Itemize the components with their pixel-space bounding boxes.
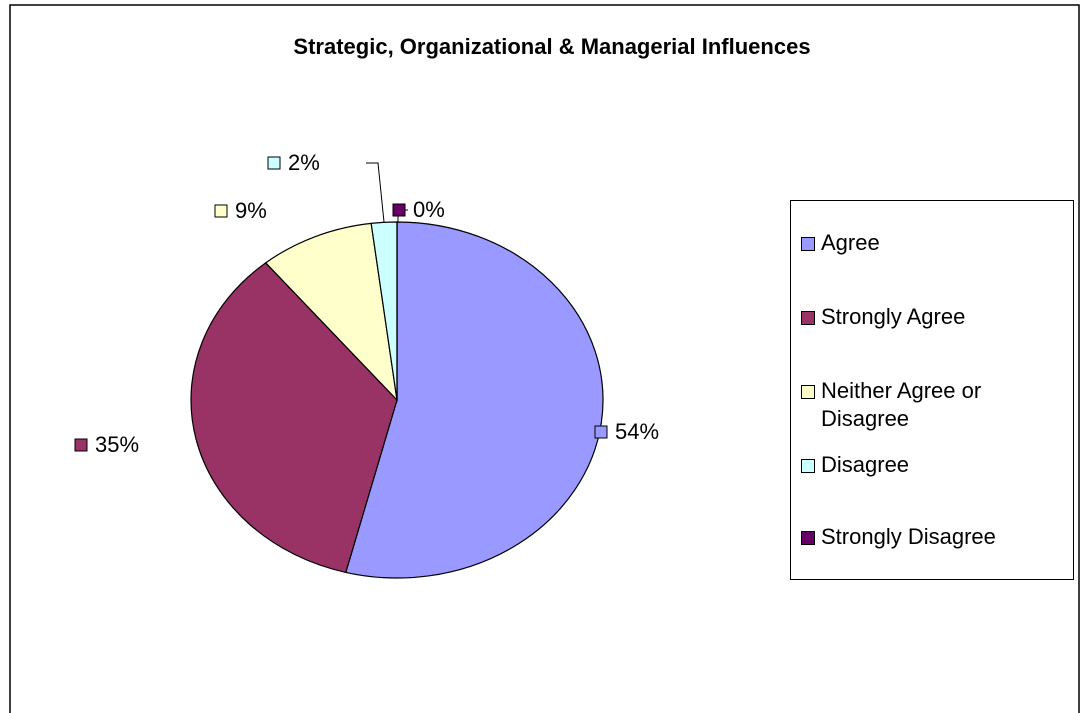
legend-swatch	[801, 531, 815, 545]
label-swatch	[267, 156, 281, 170]
data-label: 54%	[615, 419, 659, 444]
legend-label: Neither Agree or Disagree	[821, 378, 982, 431]
leader-line	[366, 162, 385, 223]
label-swatch	[74, 438, 88, 452]
legend-item: Agree	[801, 229, 1069, 257]
label-swatch	[594, 425, 608, 439]
pie-slice	[345, 221, 604, 579]
pie-slice	[190, 262, 398, 574]
data-label: 9%	[235, 198, 267, 223]
label-swatch	[214, 204, 228, 218]
data-label: 35%	[95, 432, 139, 457]
legend-label: Disagree	[821, 452, 910, 477]
legend-swatch	[801, 385, 815, 399]
pie-slice	[264, 222, 398, 402]
chart-title: Strategic, Organizational & Managerial I…	[293, 34, 810, 59]
legend-label: Agree	[821, 230, 880, 255]
legend-swatch	[801, 237, 815, 251]
data-label: 2%	[288, 150, 320, 175]
legend-swatch	[801, 311, 815, 325]
legend-item: Strongly Agree	[801, 303, 1069, 331]
legend: Agree Strongly Agree Neither Agree or Disa…	[790, 200, 1074, 580]
legend-item: Strongly Disagree	[801, 523, 1069, 551]
legend-label: Strongly Disagree	[821, 524, 996, 549]
label-swatch	[392, 203, 406, 217]
data-label: 0%	[413, 197, 445, 222]
legend-swatch	[801, 459, 815, 473]
legend-item: Neither Agree or Disagree	[801, 377, 1069, 433]
legend-label: Strongly Agree	[821, 304, 966, 329]
legend-item: Disagree	[801, 451, 1069, 479]
